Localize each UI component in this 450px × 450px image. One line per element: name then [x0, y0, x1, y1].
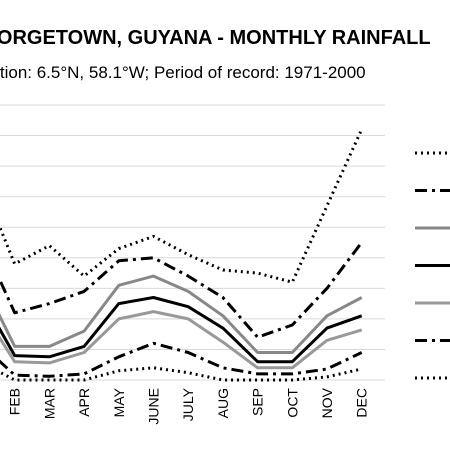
chart-subtitle: Location: 6.5°N, 58.1°W; Period of recor…	[0, 63, 366, 82]
series-line-1	[0, 128, 364, 284]
series-line-3	[0, 274, 363, 354]
x-tick-label: MAY	[111, 387, 127, 417]
series-line-5	[0, 310, 363, 370]
chart-title: GEORGETOWN, GUYANA - MONTHLY RAINFALL	[0, 27, 431, 49]
x-tick-label: AUG	[215, 388, 231, 418]
x-tick-label: JULY	[180, 387, 196, 421]
legend	[415, 151, 450, 380]
x-tick-label: MAR	[41, 388, 57, 419]
x-tick-label: DEC	[354, 388, 370, 418]
series-line-4	[0, 296, 363, 364]
x-tick-label: FEB	[7, 388, 23, 415]
x-tick-label: NOV	[319, 387, 335, 418]
gridlines	[0, 104, 385, 381]
series-lines	[0, 128, 364, 382]
series-line-7	[0, 366, 363, 382]
series-line-2	[0, 241, 363, 339]
series-line-6	[0, 341, 363, 378]
x-tick-label: APR	[76, 388, 92, 417]
x-tick-label: OCT	[284, 388, 300, 418]
x-tick-labels: FEB MAR APR MAY JUNE JULY AUG SEP OCT NOV DEC	[7, 387, 370, 424]
x-tick-label: JUNE	[146, 388, 162, 425]
x-tick-label: SEP	[250, 388, 266, 416]
